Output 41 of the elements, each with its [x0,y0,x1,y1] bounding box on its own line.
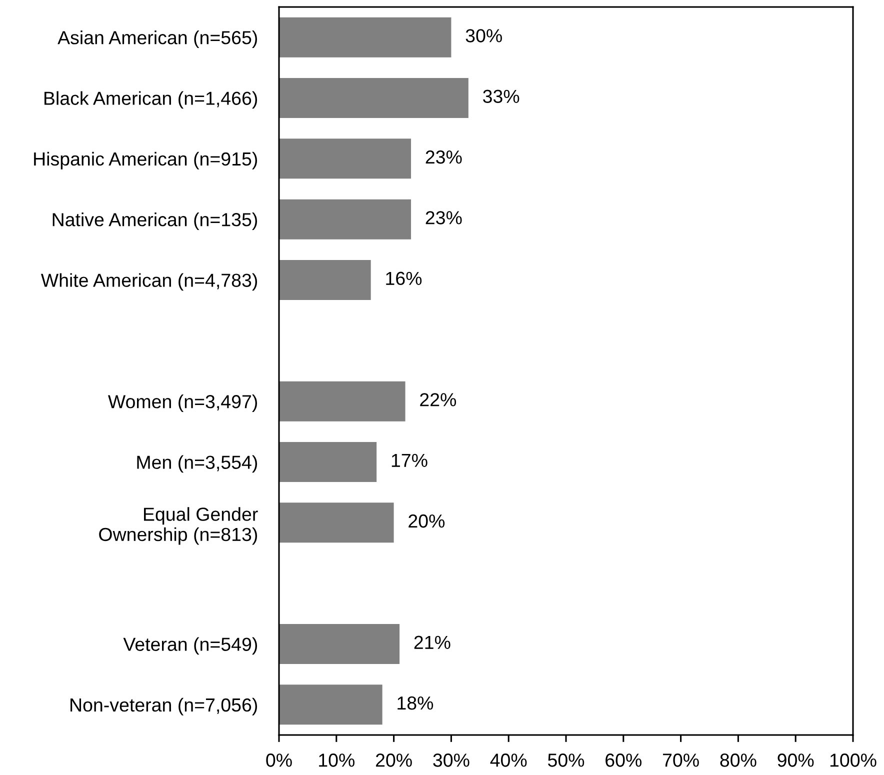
x-tick-label: 30% [433,754,470,767]
y-tick-label: White American (n=4,783) [40,273,258,291]
x-tick-label: 20% [376,754,412,767]
bar [279,138,412,179]
bar [279,260,371,300]
y-tick-label: Native American (n=135) [52,212,258,230]
x-tick-label: 80% [720,754,756,767]
data-label: 20% [408,514,445,528]
data-label: 23% [426,211,462,224]
y-tick-label: Veteran (n=549) [123,637,258,655]
data-label: 21% [414,636,450,649]
y-tick-label: Men (n=3,554) [137,455,258,473]
data-label: 33% [483,90,520,104]
bar [279,442,377,482]
y-tick-label: Equal Gender Ownership (n=813) [99,507,258,545]
bar [279,502,394,543]
x-tick-label: 70% [663,754,699,767]
bar [279,381,406,422]
x-tick-label: 90% [778,754,814,767]
x-tick-label: 10% [319,754,354,767]
x-tick-label: 50% [548,754,584,767]
data-label: 16% [386,272,422,286]
bar [279,684,382,725]
y-tick-label: Women (n=3,497) [108,394,258,412]
x-tick-label: 100% [830,754,876,767]
y-tick-label: Non-veteran (n=7,056) [70,698,258,716]
bar [279,78,468,118]
x-tick-label: 0% [266,754,292,767]
data-label: 30% [466,29,502,42]
y-tick-label: Black American (n=1,466) [44,91,258,109]
bar [279,199,412,240]
bar [279,624,400,664]
data-label: 18% [398,696,434,710]
y-tick-label: Hispanic American (n=915) [34,152,258,170]
x-tick-label: 40% [490,754,527,767]
data-label: 17% [392,454,428,467]
bar [279,17,452,58]
x-tick-label: 60% [606,754,642,767]
data-label: 22% [420,393,456,406]
data-label: 23% [426,150,462,164]
y-tick-label: Asian American (n=565) [58,30,258,48]
